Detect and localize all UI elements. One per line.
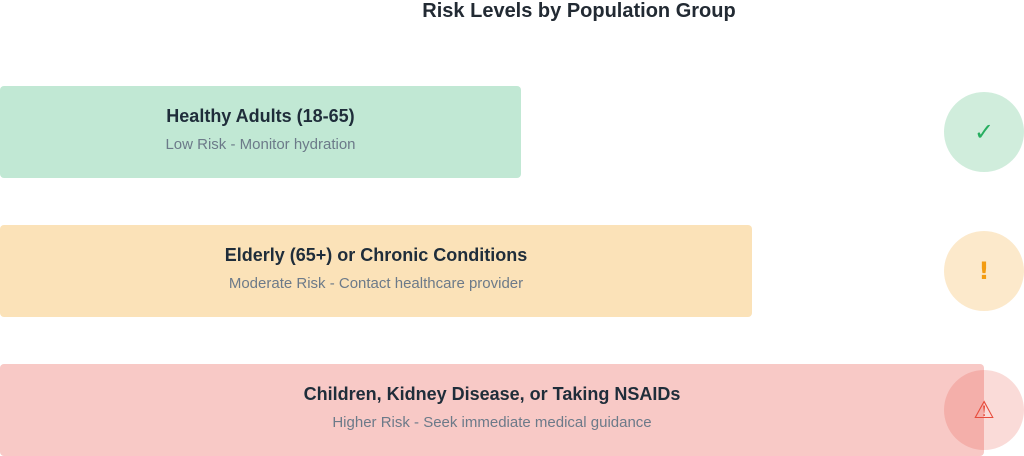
group-description: Moderate Risk - Contact healthcare provi… (228, 275, 524, 292)
group-description: Low Risk - Monitor hydration (165, 136, 356, 153)
risk-icon: ⚠ (944, 370, 1024, 450)
risk-bar: Healthy Adults (18-65) Low Risk - Monito… (0, 86, 521, 178)
group-label: Elderly (65+) or Chronic Conditions (224, 245, 528, 265)
risk-icon: ! (944, 231, 1024, 311)
group-label: Healthy Adults (18-65) (166, 106, 355, 126)
risk-bar: Children, Kidney Disease, or Taking NSAI… (0, 364, 984, 456)
group-label: Children, Kidney Disease, or Taking NSAI… (303, 384, 681, 404)
title: Risk Levels by Population Group (422, 0, 736, 22)
risk-bar: Elderly (65+) or Chronic Conditions Mode… (0, 225, 752, 317)
group-description: Higher Risk - Seek immediate medical gui… (332, 414, 652, 431)
risk-icon: ✓ (944, 92, 1024, 172)
